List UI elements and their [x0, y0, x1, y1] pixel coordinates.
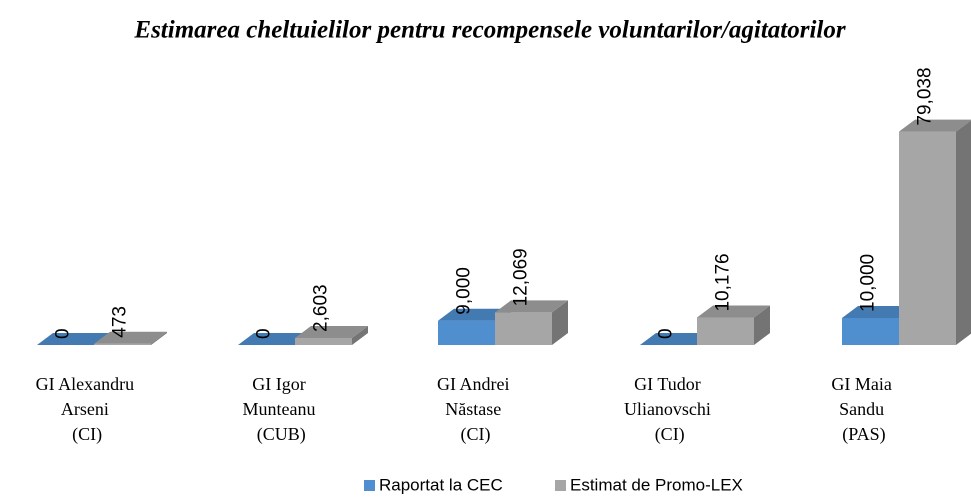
bar-face — [438, 308, 511, 321]
bar-face — [94, 343, 151, 345]
x-tick-label: GI Igor Munteanu (CUB) — [243, 374, 320, 445]
value-label: 0 — [53, 328, 74, 339]
bar-face — [842, 318, 899, 345]
bar — [37, 333, 110, 345]
value-label: 9,000 — [454, 267, 475, 315]
bar — [495, 300, 568, 345]
x-tick-label: GI Andrei Năstase (CI) — [437, 374, 514, 445]
bar-face — [295, 337, 352, 345]
bar-face — [640, 333, 713, 345]
chart-title: Estimarea cheltuielilor pentru recompens… — [133, 17, 845, 44]
bar — [238, 333, 311, 345]
value-label: 12,069 — [511, 248, 532, 306]
bar-face — [94, 331, 167, 344]
bar — [899, 119, 971, 345]
legend-label: Raportat la CEC — [379, 475, 503, 494]
bar-face — [352, 325, 368, 345]
legend-label: Estimat de Promo-LEX — [570, 475, 743, 494]
bar-face — [899, 131, 956, 345]
bar-face — [295, 325, 368, 338]
bar-face — [842, 306, 915, 318]
bar-face — [37, 333, 110, 345]
legend-swatch — [555, 480, 566, 491]
x-tick-label: GI Alexandru Arseni (CI) — [36, 374, 139, 445]
bar-face — [495, 312, 552, 345]
x-tick-label: GI Maia Sandu (PAS) — [831, 374, 896, 445]
bar — [697, 305, 770, 345]
bar-face — [754, 305, 770, 345]
bar-face — [438, 320, 495, 345]
value-label: 473 — [110, 306, 131, 338]
x-tick-label: GI Tudor Ulianovschi (CI) — [624, 374, 716, 445]
bar-face — [697, 317, 754, 345]
bar-face — [899, 119, 971, 132]
value-label: 0 — [656, 328, 677, 339]
value-label: 79,038 — [915, 67, 936, 125]
bar-face — [552, 300, 568, 345]
value-label: 10,000 — [858, 254, 879, 312]
bar-face — [238, 333, 311, 345]
value-label: 10,176 — [713, 253, 734, 311]
value-label: 0 — [254, 328, 275, 339]
bar-face — [956, 120, 971, 345]
bar-face — [495, 300, 568, 313]
value-label: 2,603 — [311, 284, 332, 332]
bar — [94, 331, 167, 345]
bar — [295, 325, 368, 345]
legend-swatch — [364, 480, 375, 491]
bar — [640, 333, 713, 345]
bar-face — [151, 331, 167, 345]
bar-face — [697, 305, 770, 318]
